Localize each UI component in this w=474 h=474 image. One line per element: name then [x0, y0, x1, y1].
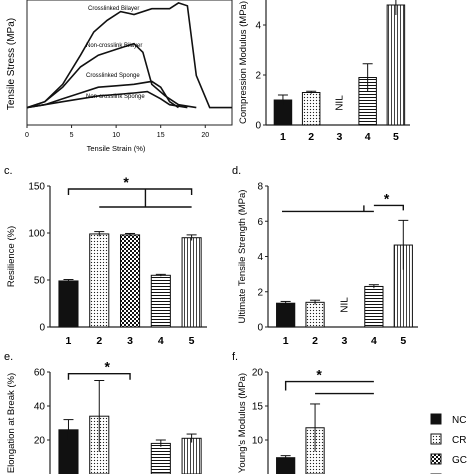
panel-c-sig-bracket-top	[67, 188, 193, 195]
panel-b-category-label: 2	[308, 131, 314, 143]
panel-a: Tensile Stress (MPa) Tensile Strain (%) …	[6, 0, 233, 153]
panel-e: 20 40 60 Elongation at Break (%) e. *	[4, 351, 202, 474]
legend-label-nc: NC	[452, 415, 466, 426]
panel-a-xtick-label: 5	[70, 132, 74, 139]
panel-c-category-label: 2	[96, 335, 102, 347]
panel-e-ytick-label: 60	[34, 368, 46, 379]
panel-f-ytick-label: 20	[252, 368, 264, 379]
panel-d-sig-star: *	[384, 190, 390, 206]
panel-a-xtick-label: 20	[201, 132, 209, 139]
panel-d-category-label: 5	[400, 335, 406, 347]
panel-b-bar-2	[301, 92, 321, 126]
panel-a-plot-frame	[26, 0, 233, 126]
panel-e-ytick-label: 40	[34, 402, 46, 413]
panel-d-bar-1	[276, 302, 296, 328]
panel-a-ylabel: Tensile Stress (MPa)	[6, 18, 17, 110]
panel-d-letter: d.	[232, 165, 241, 177]
panel-c-sig-bracket-group	[99, 189, 192, 208]
panel-c-bar-5	[181, 237, 202, 328]
panel-b-category-label: 3	[336, 131, 342, 143]
legend-non-crosslink-bilayer: Non-crosslink Bilayer	[86, 43, 142, 49]
panel-c-bar-1	[58, 280, 79, 328]
panel-c-ytick-label: 150	[28, 182, 45, 193]
panel-a-series-line-2	[26, 80, 179, 109]
panel-a-series-line-3	[26, 90, 188, 109]
panel-d-category-label: 2	[312, 335, 318, 347]
panel-b-category-label: 1	[280, 131, 286, 143]
panel-e-bar-4	[150, 442, 171, 474]
panel-a-xtick-label: 10	[112, 132, 120, 139]
panel-f: 10 15 20 Young's Modulus (MPa) f. *	[232, 351, 374, 474]
panel-a-xtick-label: 0	[25, 132, 29, 139]
panel-b-category-label: 4	[365, 131, 371, 143]
panel-c-ytick-label: 50	[34, 276, 46, 287]
panel-d-ytick-label: 0	[257, 323, 263, 334]
figure-legend: NCCRGCBNC	[430, 413, 467, 474]
panel-d-bar-2	[305, 301, 325, 328]
panel-d-ylabel: Ultimate Tensile Strength (MPa)	[237, 190, 248, 324]
panel-b-ytick-label: 2	[255, 71, 261, 82]
panel-d-category-label: 1	[283, 335, 289, 347]
panel-c-bar-3	[119, 234, 141, 328]
panel-c-sig-star: *	[123, 174, 129, 190]
panel-c-ytick-label: 100	[28, 229, 45, 240]
panel-d-sig-bracket	[282, 204, 404, 213]
panel-e-letter: e.	[4, 351, 13, 363]
legend-non-crosslink-sponge: Non-crosslink Sponge	[86, 94, 145, 100]
panel-d-ytick-label: 6	[257, 217, 263, 228]
panel-c-category-label: 5	[189, 335, 195, 347]
panel-a-xtick-label: 15	[157, 132, 165, 139]
panel-d-ytick-label: 2	[257, 287, 263, 298]
panel-b-bar-5	[386, 4, 406, 126]
panel-c-letter: c.	[4, 165, 13, 177]
legend-label-gc: GC	[452, 455, 467, 466]
panel-b-category-label: 5	[393, 131, 399, 143]
panel-b-ylabel: Compression Modulus (MPa)	[238, 1, 249, 124]
panel-c: 0 50 100 150 Resilience (%) c. 1 2 3 4 5 *	[4, 165, 207, 347]
panel-f-bar-1	[276, 457, 296, 474]
legend-label-cr: CR	[452, 435, 466, 446]
panel-d-ytick-label: 8	[257, 182, 263, 193]
panel-f-sig-star: *	[316, 367, 322, 383]
legend-crosslinked-sponge: Crosslinked Sponge	[86, 73, 140, 79]
panel-f-ylabel: Young's Modulus (MPa)	[237, 373, 248, 473]
panel-c-category-label: 3	[127, 335, 133, 347]
panel-e-sig-bracket	[67, 373, 131, 380]
panel-a-series-line-0	[26, 2, 232, 109]
panel-c-bar-2	[89, 233, 110, 328]
panel-b-nil-label: NIL	[334, 95, 345, 111]
panel-d: 0 2 4 6 8 Ultimate Tensile Strength (MPa) d. 1 2…	[232, 165, 418, 347]
legend-swatch-gc	[430, 453, 442, 465]
panel-d-bar-4	[364, 285, 384, 328]
panel-f-letter: f.	[232, 351, 238, 363]
panel-b-ytick-label: 4	[255, 21, 261, 32]
panel-a-xlabel: Tensile Strain (%)	[87, 144, 146, 153]
panel-e-sig-star: *	[105, 359, 111, 375]
panel-d-ytick-label: 4	[257, 252, 263, 263]
panel-d-category-label: 3	[342, 335, 348, 347]
panel-e-ylabel: Elongation at Break (%)	[6, 373, 17, 473]
panel-c-category-label: 1	[66, 335, 72, 347]
panel-e-ytick-label: 20	[34, 436, 46, 447]
panel-c-ylabel: Resilience (%)	[6, 226, 17, 287]
legend-swatch-cr	[430, 433, 442, 445]
panel-f-ytick-label: 15	[252, 402, 264, 413]
panel-b: 0 2 4 Compression Modulus (MPa) 1 2 3 4 5 NIL	[238, 0, 410, 143]
panel-c-ytick-label: 0	[39, 323, 45, 334]
legend-crosslinked-bilayer: Crosslinked Bilayer	[88, 6, 139, 12]
panel-f-ytick-label: 10	[252, 436, 264, 447]
panel-b-ytick-label: 0	[255, 121, 261, 132]
panel-f-sig-bracket	[284, 380, 374, 395]
panel-c-category-label: 4	[158, 335, 164, 347]
panel-e-bar-5	[181, 437, 202, 474]
panel-c-bar-4	[150, 274, 171, 328]
panel-d-category-label: 4	[371, 335, 377, 347]
panel-d-nil-label: NIL	[339, 297, 350, 313]
legend-swatch-nc	[430, 413, 442, 425]
